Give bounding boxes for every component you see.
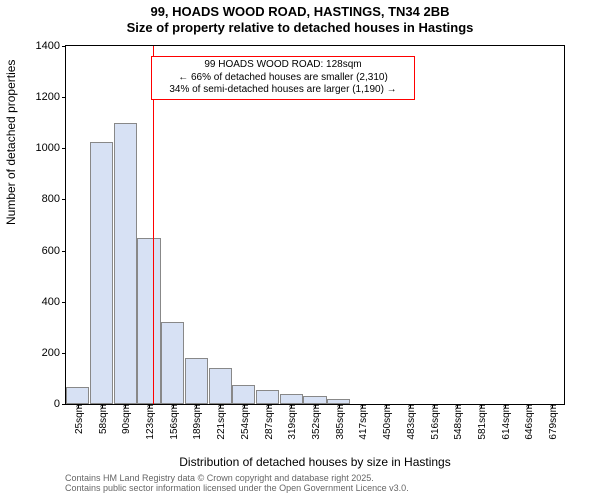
- x-tick-mark: [481, 404, 482, 408]
- x-tick-label: 679sqm: [545, 404, 559, 440]
- footer-line1: Contains HM Land Registry data © Crown c…: [65, 473, 409, 483]
- x-tick-label: 581sqm: [474, 404, 488, 440]
- x-tick-mark: [434, 404, 435, 408]
- x-tick-mark: [173, 404, 174, 408]
- annotation-line: 99 HOADS WOOD ROAD: 128sqm: [158, 59, 408, 72]
- x-tick-mark: [196, 404, 197, 408]
- x-tick-mark: [102, 404, 103, 408]
- chart-title: 99, HOADS WOOD ROAD, HASTINGS, TN34 2BB …: [0, 0, 600, 35]
- histogram-bar: [161, 322, 184, 404]
- x-tick-label: 189sqm: [189, 404, 203, 440]
- reference-line: [153, 46, 154, 404]
- x-tick-mark: [457, 404, 458, 408]
- x-tick-mark: [505, 404, 506, 408]
- x-axis-label: Distribution of detached houses by size …: [65, 455, 565, 469]
- x-tick-label: 25sqm: [71, 404, 85, 434]
- x-tick-mark: [362, 404, 363, 408]
- x-tick-mark: [528, 404, 529, 408]
- x-tick-mark: [244, 404, 245, 408]
- histogram-bar: [66, 387, 89, 404]
- histogram-bar: [185, 358, 208, 404]
- histogram-bar: [90, 142, 113, 404]
- x-tick-label: 123sqm: [142, 404, 156, 440]
- attribution-footer: Contains HM Land Registry data © Crown c…: [65, 473, 409, 494]
- y-axis-label: Number of detached properties: [4, 60, 18, 225]
- plot-area: 020040060080010001200140025sqm58sqm90sqm…: [65, 45, 565, 405]
- x-tick-label: 156sqm: [166, 404, 180, 440]
- y-tick-mark: [62, 353, 66, 354]
- x-tick-mark: [149, 404, 150, 408]
- histogram-bar: [232, 385, 255, 404]
- x-tick-label: 450sqm: [379, 404, 393, 440]
- x-tick-mark: [78, 404, 79, 408]
- annotation-line: 34% of semi-detached houses are larger (…: [158, 84, 408, 97]
- x-tick-label: 254sqm: [237, 404, 251, 440]
- annotation-line: ← 66% of detached houses are smaller (2,…: [158, 72, 408, 85]
- x-tick-label: 516sqm: [427, 404, 441, 440]
- x-tick-label: 614sqm: [498, 404, 512, 440]
- x-tick-mark: [386, 404, 387, 408]
- title-line1: 99, HOADS WOOD ROAD, HASTINGS, TN34 2BB: [0, 4, 600, 20]
- x-tick-label: 385sqm: [332, 404, 346, 440]
- histogram-bar: [209, 368, 232, 404]
- title-line2: Size of property relative to detached ho…: [0, 20, 600, 36]
- x-tick-label: 58sqm: [95, 404, 109, 434]
- x-tick-label: 352sqm: [308, 404, 322, 440]
- x-tick-mark: [125, 404, 126, 408]
- histogram-bar: [280, 394, 303, 404]
- x-tick-label: 417sqm: [355, 404, 369, 440]
- y-tick-mark: [62, 46, 66, 47]
- y-tick-mark: [62, 251, 66, 252]
- y-tick-mark: [62, 97, 66, 98]
- x-tick-label: 548sqm: [450, 404, 464, 440]
- y-tick-mark: [62, 148, 66, 149]
- histogram-bar: [303, 396, 326, 404]
- histogram-bar: [327, 399, 350, 404]
- histogram-bar: [256, 390, 279, 404]
- x-tick-mark: [552, 404, 553, 408]
- x-tick-mark: [268, 404, 269, 408]
- x-tick-mark: [410, 404, 411, 408]
- annotation-box: 99 HOADS WOOD ROAD: 128sqm← 66% of detac…: [151, 56, 415, 100]
- x-tick-mark: [220, 404, 221, 408]
- x-tick-label: 319sqm: [284, 404, 298, 440]
- y-tick-mark: [62, 302, 66, 303]
- histogram-bar: [137, 238, 160, 404]
- footer-line2: Contains public sector information licen…: [65, 483, 409, 493]
- x-tick-label: 221sqm: [213, 404, 227, 440]
- y-tick-mark: [62, 199, 66, 200]
- x-tick-mark: [339, 404, 340, 408]
- x-tick-label: 90sqm: [118, 404, 132, 434]
- y-tick-mark: [62, 404, 66, 405]
- histogram-bar: [114, 123, 137, 404]
- x-tick-mark: [315, 404, 316, 408]
- x-tick-label: 646sqm: [521, 404, 535, 440]
- x-tick-mark: [291, 404, 292, 408]
- x-tick-label: 483sqm: [403, 404, 417, 440]
- x-tick-label: 287sqm: [261, 404, 275, 440]
